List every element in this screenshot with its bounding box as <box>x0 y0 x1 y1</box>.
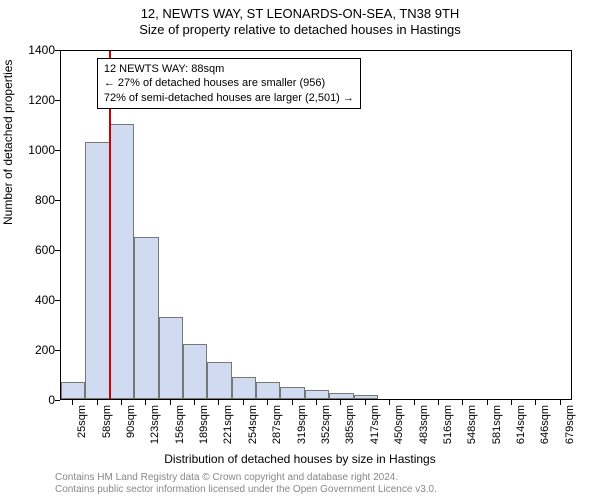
histogram-bar <box>134 237 158 400</box>
x-tick <box>365 400 366 405</box>
histogram-plot: 12 NEWTS WAY: 88sqm← 27% of detached hou… <box>60 50 572 400</box>
y-tick-label: 1000 <box>15 143 55 157</box>
histogram-bar <box>329 393 353 399</box>
y-tick-label: 1200 <box>15 93 55 107</box>
x-tick <box>316 400 317 405</box>
x-tick <box>267 400 268 405</box>
y-tick <box>55 400 60 401</box>
footer-line-1: Contains HM Land Registry data © Crown c… <box>55 472 398 483</box>
x-tick <box>292 400 293 405</box>
x-tick <box>438 400 439 405</box>
x-tick <box>340 400 341 405</box>
x-tick <box>535 400 536 405</box>
x-tick <box>462 400 463 405</box>
histogram-bar <box>207 362 231 400</box>
y-tick <box>55 150 60 151</box>
histogram-bar <box>354 395 378 399</box>
x-tick <box>121 400 122 405</box>
histogram-bar <box>85 142 109 400</box>
x-tick <box>218 400 219 405</box>
y-tick <box>55 100 60 101</box>
y-tick <box>55 300 60 301</box>
histogram-bar <box>110 124 134 399</box>
y-tick <box>55 350 60 351</box>
y-tick-label: 800 <box>15 193 55 207</box>
y-tick <box>55 250 60 251</box>
histogram-bar <box>183 344 207 399</box>
y-tick-label: 400 <box>15 293 55 307</box>
x-tick <box>194 400 195 405</box>
histogram-bar <box>232 377 256 400</box>
x-tick <box>389 400 390 405</box>
x-tick <box>487 400 488 405</box>
legend-line: 12 NEWTS WAY: 88sqm <box>104 62 354 76</box>
x-tick <box>170 400 171 405</box>
legend-line: ← 27% of detached houses are smaller (95… <box>104 76 354 90</box>
y-tick-label: 600 <box>15 243 55 257</box>
y-tick-label: 0 <box>15 393 55 407</box>
x-tick <box>72 400 73 405</box>
x-tick <box>243 400 244 405</box>
x-tick <box>414 400 415 405</box>
histogram-bar <box>256 382 280 400</box>
y-tick-label: 200 <box>15 343 55 357</box>
histogram-bar <box>280 387 304 400</box>
y-tick <box>55 50 60 51</box>
x-tick <box>560 400 561 405</box>
y-tick <box>55 200 60 201</box>
y-axis-label: Number of detached properties <box>1 60 15 225</box>
x-tick <box>97 400 98 405</box>
histogram-bar <box>61 382 85 400</box>
y-tick-label: 1400 <box>15 43 55 57</box>
footer-line-2: Contains public sector information licen… <box>55 484 437 495</box>
page-title: 12, NEWTS WAY, ST LEONARDS-ON-SEA, TN38 … <box>0 6 600 21</box>
x-tick <box>145 400 146 405</box>
x-axis-caption: Distribution of detached houses by size … <box>0 452 600 466</box>
histogram-bar <box>159 317 183 400</box>
legend-line: 72% of semi-detached houses are larger (… <box>104 91 354 105</box>
page-subtitle: Size of property relative to detached ho… <box>0 22 600 37</box>
x-tick <box>511 400 512 405</box>
legend-box: 12 NEWTS WAY: 88sqm← 27% of detached hou… <box>97 58 361 109</box>
histogram-bar <box>305 390 329 399</box>
